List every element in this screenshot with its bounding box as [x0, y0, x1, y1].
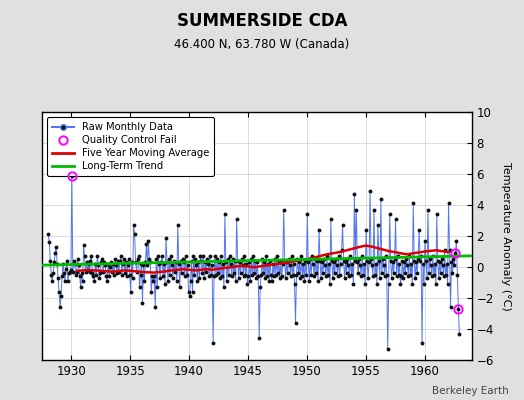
Y-axis label: Temperature Anomaly (°C): Temperature Anomaly (°C) [500, 162, 510, 310]
Text: SUMMERSIDE CDA: SUMMERSIDE CDA [177, 12, 347, 30]
Text: Berkeley Earth: Berkeley Earth [432, 386, 508, 396]
Legend: Raw Monthly Data, Quality Control Fail, Five Year Moving Average, Long-Term Tren: Raw Monthly Data, Quality Control Fail, … [47, 117, 214, 176]
Text: 46.400 N, 63.780 W (Canada): 46.400 N, 63.780 W (Canada) [174, 38, 350, 51]
